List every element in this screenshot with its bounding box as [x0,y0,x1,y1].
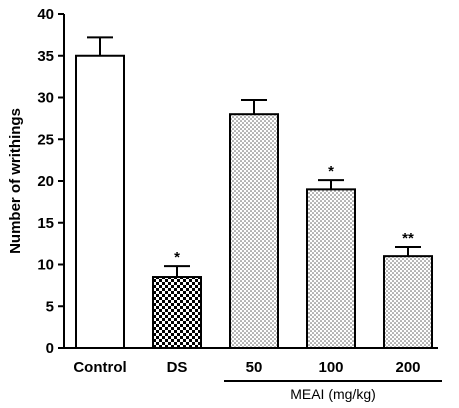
y-tick-label: 30 [37,90,54,107]
significance-label: * [174,249,180,266]
y-tick-label: 35 [37,48,54,65]
y-tick-label: 20 [37,173,54,190]
bar [152,276,202,349]
labels: 0 5 10 15 20 25 30 35 40 Number of writhings Contr… [7,6,421,402]
y-tick-label: 5 [46,298,54,315]
y-tick-label: 10 [37,257,54,274]
bar [306,188,356,349]
x-tick-label: 50 [246,359,263,376]
bar [75,54,125,349]
significance-label: ** [402,230,414,247]
bar [229,113,279,349]
significance-label: * [328,163,334,180]
y-tick-label: 0 [46,340,54,357]
x-tick-label: DS [167,359,188,376]
bars [75,36,433,349]
y-tick-label: 25 [37,131,54,148]
group-label: MEAI (mg/kg) [290,386,376,402]
y-tick-label: 40 [37,6,54,23]
x-tick-label: 100 [318,359,343,376]
bar [383,255,433,349]
x-tick-label: 200 [395,359,420,376]
y-tick-label: 15 [37,215,54,232]
axes [58,13,442,382]
x-tick-label: Control [73,359,126,376]
y-axis-title: Number of writhings [7,108,24,254]
